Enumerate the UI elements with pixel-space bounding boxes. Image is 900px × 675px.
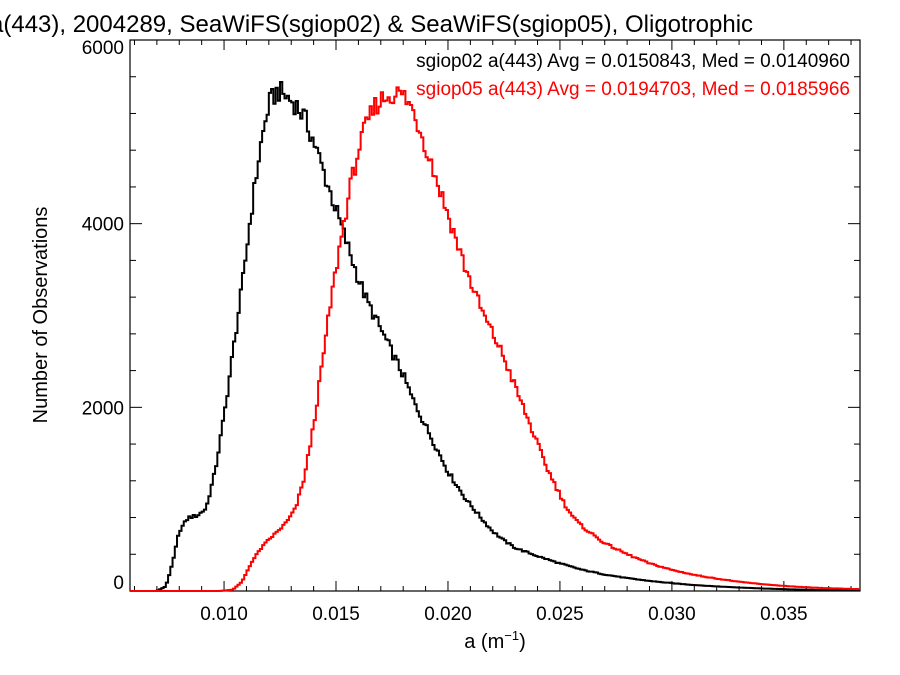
x-axis-label-base: a (m: [464, 631, 504, 653]
x-tick-label: 0.035: [760, 604, 808, 625]
y-tick-label: 6000: [82, 38, 124, 59]
legend-entry-sgiop02: sgiop02 a(443) Avg = 0.0150843, Med = 0.…: [416, 51, 850, 72]
axis-ticks: [130, 39, 860, 592]
series-sgiop02-histogram: [130, 81, 860, 592]
tick-labels: 0.010 0.015 0.020 0.025 0.030 0.035 0 2000 4000 6…: [82, 38, 808, 625]
y-axis-label: Number of Observations: [30, 207, 52, 424]
x-axis-label-superscript: −1: [504, 628, 519, 643]
x-tick-label: 0.010: [200, 604, 248, 625]
x-axis-label: a (m−1): [464, 628, 526, 653]
x-tick-label: 0.020: [424, 604, 472, 625]
plot-frame: [129, 39, 861, 592]
y-tick-label: 4000: [82, 215, 124, 236]
plot-area: [130, 81, 860, 592]
x-axis-label-close: ): [519, 631, 526, 653]
legend-entry-sgiop05: sgiop05 a(443) Avg = 0.0194703, Med = 0.…: [416, 79, 850, 100]
y-tick-label: 0: [113, 573, 124, 594]
x-tick-label: 0.030: [648, 604, 696, 625]
x-tick-label: 0.025: [536, 604, 584, 625]
series-sgiop05-histogram: [130, 86, 860, 592]
y-tick-label: 2000: [82, 398, 124, 419]
chart-title: a(443), 2004289, SeaWiFS(sgiop02) & SeaW…: [0, 11, 753, 38]
x-tick-label: 0.015: [312, 604, 360, 625]
